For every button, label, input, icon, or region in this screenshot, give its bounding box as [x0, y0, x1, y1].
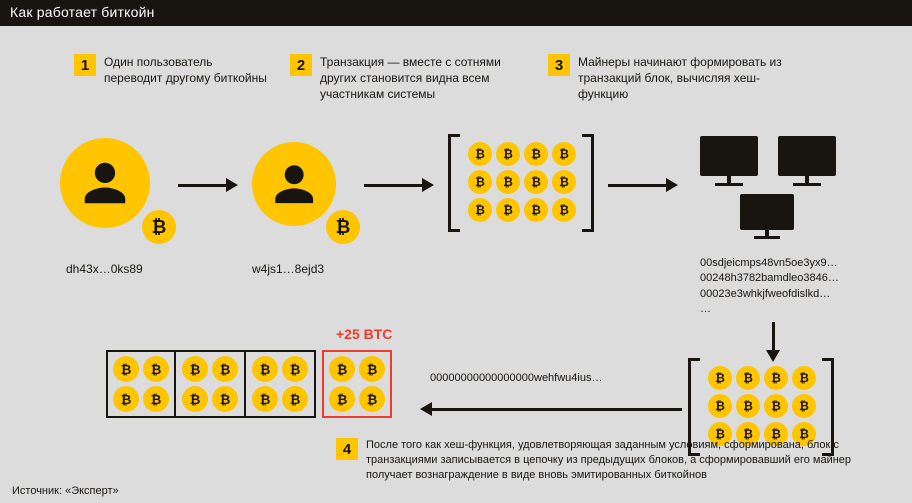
person-icon — [78, 156, 132, 210]
arrow-5 — [420, 402, 682, 416]
arrow-3 — [608, 178, 678, 192]
block-cell: ₿₿₿₿ — [246, 350, 316, 418]
source-credit: Источник: «Эксперт» — [12, 485, 119, 497]
arrow-4 — [766, 322, 780, 362]
nonce-text: 00000000000000000wehfwu4ius… — [430, 372, 602, 384]
hash-line-4: … — [700, 302, 839, 317]
txpool-bracket-right — [582, 134, 594, 232]
blockchain: ₿₿₿₿ ₿₿₿₿ ₿₿₿₿ ₿₿₿₿ — [106, 350, 392, 418]
arrow-2 — [364, 178, 434, 192]
title-bar: Как работает биткойн — [0, 0, 912, 26]
step-2-number: 2 — [290, 54, 312, 76]
block-cell: ₿₿₿₿ — [176, 350, 246, 418]
txpool-grid: ₿₿₿₿ ₿₿₿₿ ₿₿₿₿ — [468, 142, 576, 222]
bitcoin-icon: ₿ — [152, 217, 167, 238]
title-text: Как работает биткойн — [10, 4, 155, 20]
sender-avatar — [60, 138, 150, 228]
step-2-text: Транзакция — вместе с сотнями других ста… — [320, 54, 530, 103]
hash-line-2: 00248h3782bamdleo3846… — [700, 271, 839, 286]
receiver-address: w4js1…8ejd3 — [252, 262, 324, 276]
block-cell-new: ₿₿₿₿ — [322, 350, 392, 418]
step-4-text: После того как хеш-функция, удовлетворяю… — [366, 438, 886, 483]
step-3-number: 3 — [548, 54, 570, 76]
reward-label: +25 BTC — [336, 326, 392, 342]
bitcoin-icon: ₿ — [336, 217, 351, 238]
hash-outputs: 00sdjeicmps48vn5oe3yx9… 00248h3782bamdle… — [700, 256, 839, 318]
diagram-stage: 1 Один пользователь переводит другому би… — [0, 26, 912, 503]
step-1-text: Один пользователь переводит другому битк… — [104, 54, 274, 86]
step-4-number: 4 — [336, 438, 358, 460]
receiver-coin: ₿ — [326, 210, 360, 244]
sender-coin: ₿ — [142, 210, 176, 244]
miner-monitor-1 — [700, 136, 758, 186]
block-cell: ₿₿₿₿ — [106, 350, 176, 418]
arrow-1 — [178, 178, 238, 192]
step-3-text: Майнеры начинают формировать из транзакц… — [578, 54, 798, 103]
hash-line-1: 00sdjeicmps48vn5oe3yx9… — [700, 256, 839, 271]
txpool-bracket-left — [448, 134, 460, 232]
step-4: 4 После того как хеш-функция, удовлетвор… — [336, 438, 886, 483]
step-2: 2 Транзакция — вместе с сотнями других с… — [290, 54, 530, 103]
step-3: 3 Майнеры начинают формировать из транза… — [548, 54, 798, 103]
hash-line-3: 00023e3whkjfweofdislkd… — [700, 287, 839, 302]
miner-monitor-2 — [778, 136, 836, 186]
sender-address: dh43x…0ks89 — [66, 262, 143, 276]
step-1: 1 Один пользователь переводит другому би… — [74, 54, 274, 86]
receiver-avatar — [252, 142, 336, 226]
step-1-number: 1 — [74, 54, 96, 76]
block-grid: ₿₿₿₿ ₿₿₿₿ ₿₿₿₿ — [708, 366, 816, 446]
person-icon — [269, 159, 319, 209]
miner-monitor-3 — [740, 194, 794, 239]
